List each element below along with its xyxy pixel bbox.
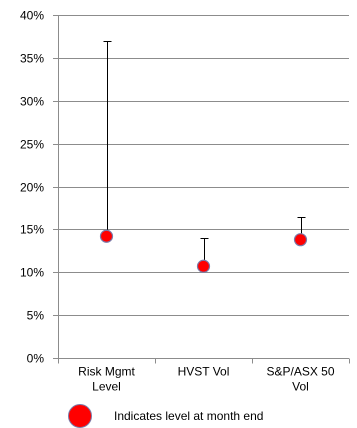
y-tick-label: 40% bbox=[20, 9, 44, 23]
axes bbox=[53, 15, 350, 364]
y-tick-label: 25% bbox=[20, 138, 44, 152]
month-end-markers bbox=[99, 229, 308, 273]
legend-label: Indicates level at month end bbox=[114, 409, 264, 423]
x-category-label: S&P/ASX 50 Vol bbox=[266, 365, 334, 394]
x-category-label: Risk Mgmt Level bbox=[78, 365, 135, 394]
y-tick-label: 0% bbox=[27, 352, 45, 366]
y-tick-label: 5% bbox=[27, 309, 45, 323]
month-end-marker bbox=[99, 229, 114, 243]
y-tick-label: 10% bbox=[20, 266, 44, 280]
range-lines bbox=[103, 41, 306, 267]
y-axis-tick-labels: 0% 5% 10% 15% 20% 25% 30% 35% 40% bbox=[20, 9, 44, 366]
y-tick-label: 35% bbox=[20, 52, 44, 66]
gridlines bbox=[53, 15, 349, 316]
month-end-marker bbox=[293, 233, 308, 247]
y-tick-label: 30% bbox=[20, 95, 44, 109]
legend-red-circle-icon bbox=[68, 404, 92, 428]
y-tick-label: 20% bbox=[20, 181, 44, 195]
x-axis-category-labels: Risk Mgmt Level HVST Vol S&P/ASX 50 Vol bbox=[78, 365, 335, 394]
month-end-marker bbox=[196, 259, 211, 273]
legend: Indicates level at month end bbox=[68, 404, 263, 428]
y-tick-label: 15% bbox=[20, 223, 44, 237]
x-category-label: HVST Vol bbox=[178, 365, 230, 379]
